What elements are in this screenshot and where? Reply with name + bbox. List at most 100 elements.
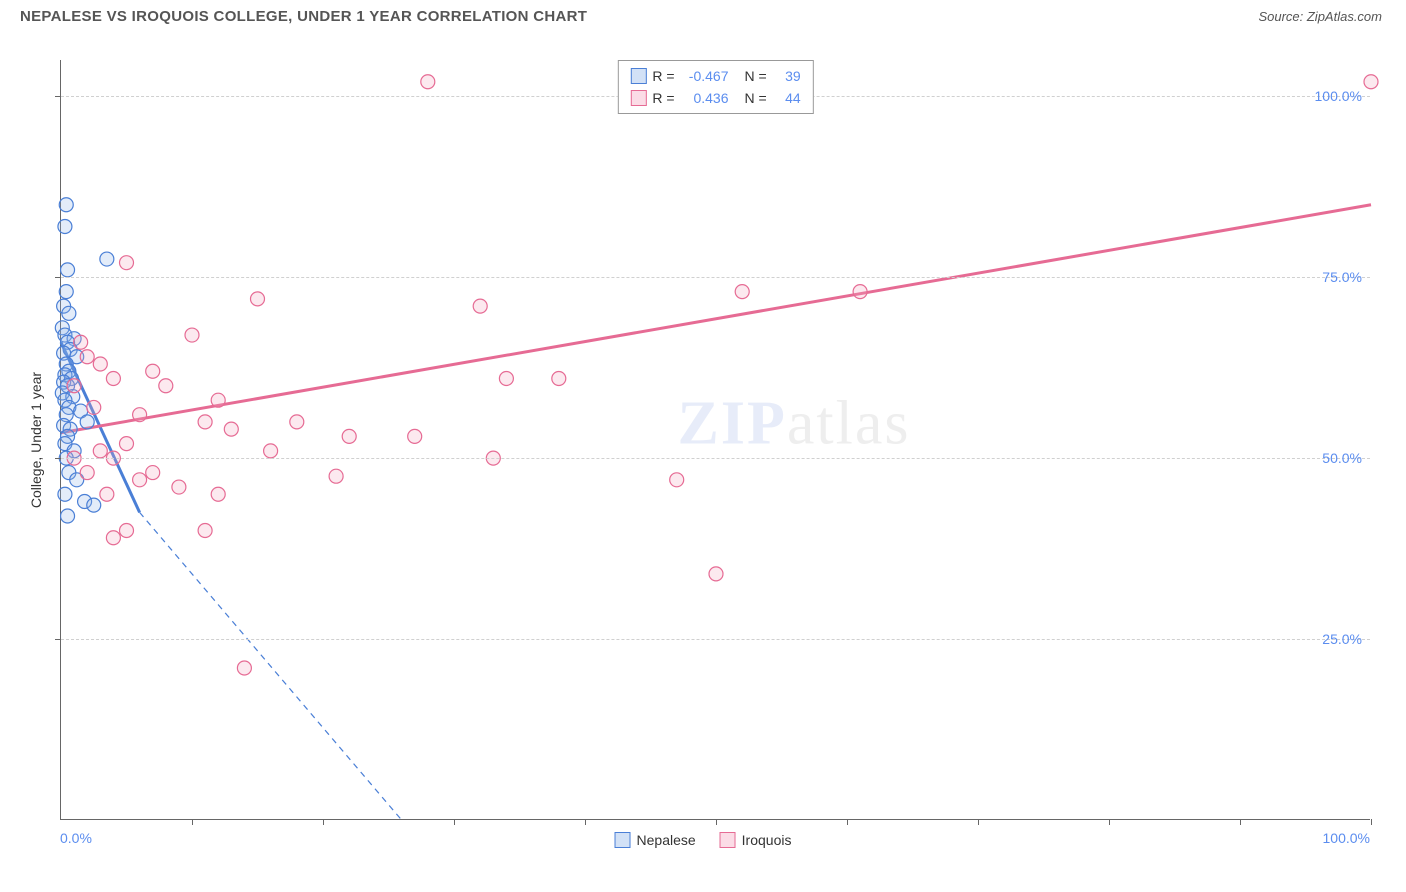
legend-correlation-row: R =0.436N =44 xyxy=(630,87,800,109)
y-tick xyxy=(55,277,61,278)
data-point xyxy=(172,480,186,494)
data-point xyxy=(120,256,134,270)
data-point xyxy=(120,437,134,451)
data-point xyxy=(1364,75,1378,89)
data-point xyxy=(251,292,265,306)
x-tick xyxy=(978,819,979,825)
trend-line-extrapolated xyxy=(140,512,402,820)
data-point xyxy=(224,422,238,436)
legend-series-item: Iroquois xyxy=(720,832,792,848)
data-point xyxy=(159,379,173,393)
x-axis-min-label: 0.0% xyxy=(60,830,92,846)
legend-n-value: 39 xyxy=(773,65,801,87)
x-tick xyxy=(716,819,717,825)
data-point xyxy=(670,473,684,487)
legend-correlation: R =-0.467N =39R =0.436N =44 xyxy=(617,60,813,114)
data-point xyxy=(290,415,304,429)
data-point xyxy=(59,198,73,212)
data-point xyxy=(93,357,107,371)
y-tick-label: 50.0% xyxy=(1322,450,1362,466)
x-tick xyxy=(1371,819,1372,825)
x-tick xyxy=(192,819,193,825)
data-point xyxy=(106,371,120,385)
data-point xyxy=(421,75,435,89)
data-point xyxy=(499,371,513,385)
data-point xyxy=(853,285,867,299)
data-point xyxy=(87,498,101,512)
y-tick xyxy=(55,639,61,640)
x-tick xyxy=(323,819,324,825)
data-point xyxy=(146,466,160,480)
data-point xyxy=(58,487,72,501)
gridline xyxy=(61,639,1370,640)
chart-header: NEPALESE VS IROQUOIS COLLEGE, UNDER 1 YE… xyxy=(0,0,1406,29)
x-tick xyxy=(847,819,848,825)
data-point xyxy=(198,523,212,537)
data-point xyxy=(87,400,101,414)
data-point xyxy=(408,429,422,443)
data-point xyxy=(61,263,75,277)
data-point xyxy=(120,523,134,537)
legend-series-item: Nepalese xyxy=(615,832,696,848)
data-point xyxy=(100,252,114,266)
data-point xyxy=(552,371,566,385)
data-point xyxy=(80,415,94,429)
legend-r-label: R = xyxy=(652,87,674,109)
x-tick xyxy=(1240,819,1241,825)
legend-series-label: Iroquois xyxy=(742,832,792,848)
chart-container: College, Under 1 year ZIPatlas R =-0.467… xyxy=(20,40,1386,850)
data-point xyxy=(211,393,225,407)
data-point xyxy=(237,661,251,675)
data-point xyxy=(198,415,212,429)
data-point xyxy=(93,444,107,458)
data-point xyxy=(211,487,225,501)
chart-svg xyxy=(61,60,1370,819)
data-point xyxy=(133,408,147,422)
data-point xyxy=(146,364,160,378)
legend-series: Nepalese Iroquois xyxy=(615,832,792,848)
x-tick xyxy=(454,819,455,825)
data-point xyxy=(80,466,94,480)
legend-r-value: -0.467 xyxy=(681,65,729,87)
y-tick-label: 100.0% xyxy=(1315,88,1362,104)
legend-series-label: Nepalese xyxy=(637,832,696,848)
data-point xyxy=(74,335,88,349)
data-point xyxy=(264,444,278,458)
y-tick xyxy=(55,458,61,459)
data-point xyxy=(61,509,75,523)
data-point xyxy=(342,429,356,443)
legend-n-label: N = xyxy=(745,65,767,87)
data-point xyxy=(133,473,147,487)
chart-title: NEPALESE VS IROQUOIS COLLEGE, UNDER 1 YE… xyxy=(20,8,587,25)
data-point xyxy=(185,328,199,342)
x-axis-max-label: 100.0% xyxy=(1323,830,1370,846)
data-point xyxy=(100,487,114,501)
y-tick xyxy=(55,96,61,97)
y-tick-label: 75.0% xyxy=(1322,269,1362,285)
legend-swatch xyxy=(615,832,631,848)
trend-line xyxy=(61,205,1371,433)
data-point xyxy=(59,285,73,299)
legend-swatch xyxy=(630,68,646,84)
plot-area: ZIPatlas R =-0.467N =39R =0.436N =44 25.… xyxy=(60,60,1370,820)
data-point xyxy=(80,350,94,364)
y-axis-label: College, Under 1 year xyxy=(28,372,44,508)
chart-source: Source: ZipAtlas.com xyxy=(1258,9,1382,24)
legend-swatch xyxy=(720,832,736,848)
x-tick xyxy=(585,819,586,825)
data-point xyxy=(106,531,120,545)
data-point xyxy=(62,306,76,320)
gridline xyxy=(61,458,1370,459)
legend-r-label: R = xyxy=(652,65,674,87)
data-point xyxy=(67,379,81,393)
x-tick xyxy=(1109,819,1110,825)
gridline xyxy=(61,277,1370,278)
legend-r-value: 0.436 xyxy=(681,87,729,109)
legend-n-label: N = xyxy=(745,87,767,109)
y-tick-label: 25.0% xyxy=(1322,631,1362,647)
data-point xyxy=(329,469,343,483)
legend-correlation-row: R = -0.467 N = 39 xyxy=(630,65,800,87)
data-point xyxy=(735,285,749,299)
data-point xyxy=(473,299,487,313)
legend-swatch xyxy=(630,90,646,106)
